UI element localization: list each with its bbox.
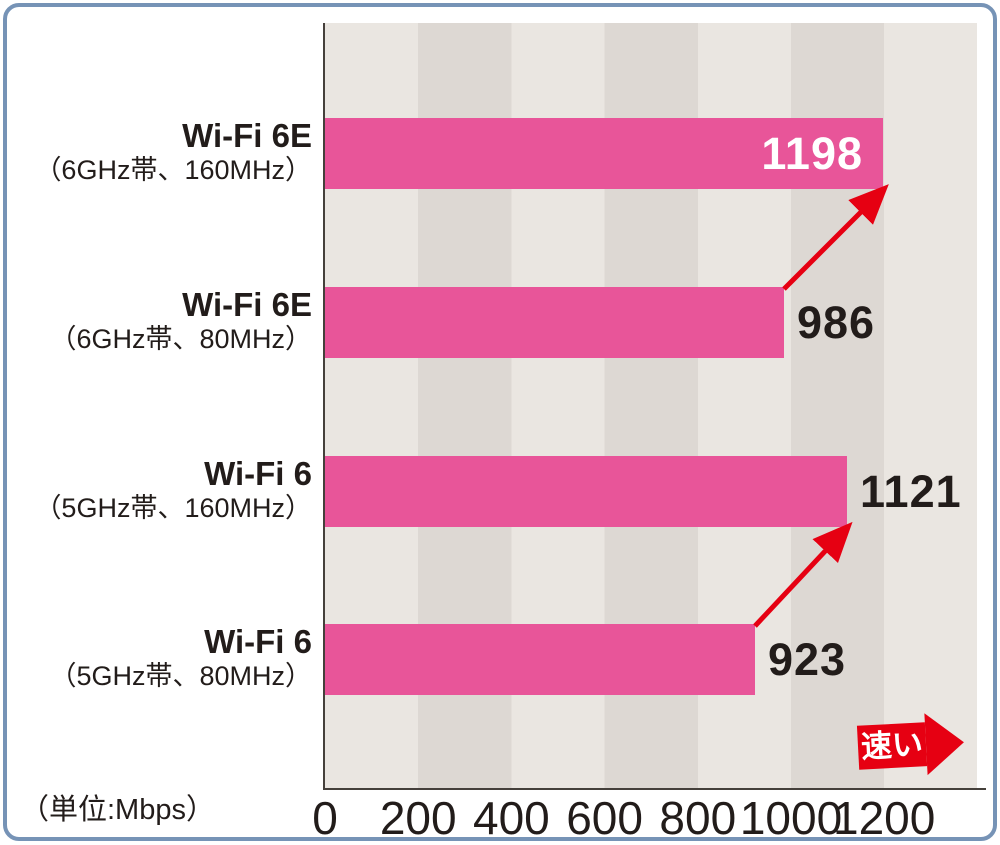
faster-direction-arrow: 速い [856,711,966,778]
value-label: 1121 [860,466,962,517]
category-title: Wi-Fi 6E [182,286,312,323]
x-tick-label: 1000 [739,792,843,844]
bar-wifi6-160mhz [325,456,847,527]
x-axis-line [323,788,986,790]
category-subtitle: （5GHz帯、80MHz） [49,661,312,691]
category-subtitle: （6GHz帯、80MHz） [49,324,312,354]
bar-wifi6e-160mhz [325,118,883,189]
category-title: Wi-Fi 6 [204,455,312,492]
category-label: Wi-Fi 6 （5GHz帯、80MHz） [0,623,312,693]
y-axis-line [323,23,325,788]
unit-label: （単位:Mbps） [20,794,215,826]
value-label: 923 [768,634,847,685]
value-label: 1198 [761,128,863,179]
x-tick-label: 800 [659,792,737,844]
bar-wifi6-80mhz [325,624,755,695]
bar-wifi6e-80mhz [325,287,784,358]
value-label: 986 [797,297,876,348]
category-subtitle: （6GHz帯、160MHz） [34,155,312,185]
category-label: Wi-Fi 6 （5GHz帯、160MHz） [0,455,312,525]
category-title: Wi-Fi 6 [204,623,312,660]
category-title: Wi-Fi 6E [182,117,312,154]
category-label: Wi-Fi 6E （6GHz帯、160MHz） [0,117,312,187]
arrow-head-icon [924,711,966,776]
x-tick-label: 200 [379,792,457,844]
x-tick-label: 0 [312,792,338,844]
x-tick-label: 400 [473,792,550,844]
category-label: Wi-Fi 6E （6GHz帯、80MHz） [0,286,312,356]
x-tick-label: 1200 [833,792,936,844]
faster-arrow-label: 速い [856,722,928,770]
category-subtitle: （5GHz帯、160MHz） [34,493,312,523]
x-tick-label: 600 [566,792,643,844]
